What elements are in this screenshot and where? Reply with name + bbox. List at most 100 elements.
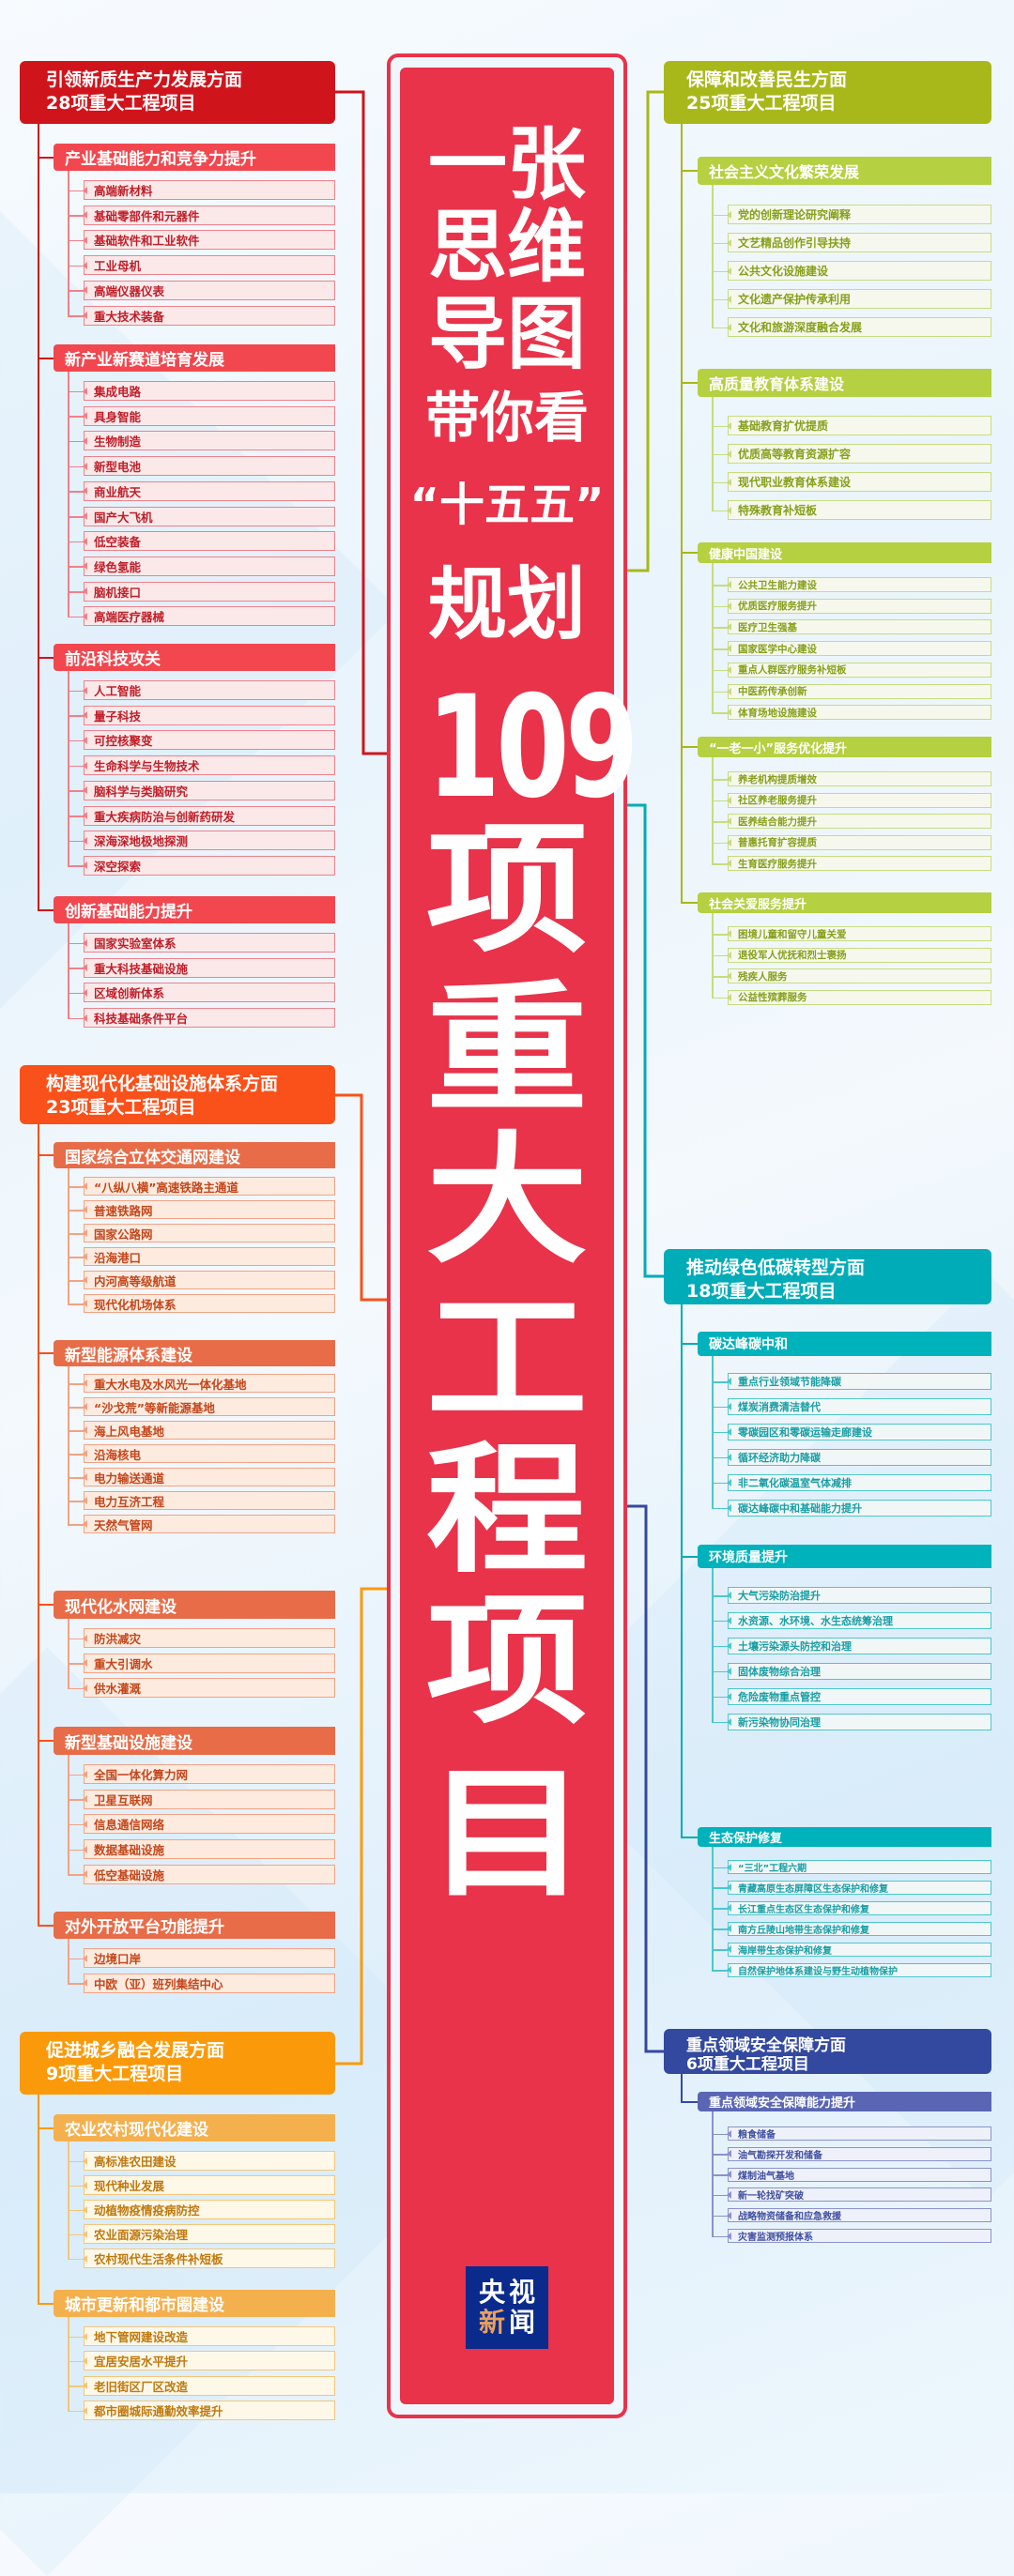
tree-branch — [68, 790, 84, 792]
tree-branch — [68, 1638, 84, 1639]
list-item: 深海深地极地探测 — [83, 831, 335, 851]
tree-branch — [712, 1381, 728, 1383]
section-title: 促进城乡融合发展方面 — [46, 2040, 225, 2061]
list-item: 退役军人优抚和烈士褒扬 — [727, 947, 991, 963]
tree-branch — [681, 382, 698, 384]
tree-branch — [68, 1501, 84, 1502]
list-item: 脑机接口 — [83, 581, 335, 602]
list-item: 残疾人服务 — [727, 968, 991, 984]
tree-branch — [712, 453, 728, 455]
group-header: 社会主义文化繁荣发展 — [698, 157, 991, 185]
list-item: 特殊教育补短板 — [727, 500, 991, 520]
list-item: 重大科技基础设施 — [83, 957, 335, 978]
list-item: “三北”工程六期 — [727, 1860, 991, 1874]
tree-line — [38, 1124, 39, 1926]
list-item: 青藏高原生态屏障区生态保护和修复 — [727, 1880, 991, 1895]
list-item: 生物制造 — [83, 431, 335, 451]
tree-branch — [712, 669, 728, 672]
list-item: 重点行业领域节能降碳 — [727, 1373, 991, 1390]
tree-branch — [68, 566, 84, 568]
tree-branch — [712, 270, 728, 272]
list-item: 煤炭消费清洁替代 — [727, 1397, 991, 1415]
tree-branch — [681, 552, 698, 554]
section-header: 重点领域安全保障方面 6项重大工程项目 — [664, 2029, 991, 2074]
tree-branch — [712, 1970, 728, 1972]
list-item: 社区养老服务提升 — [727, 792, 991, 808]
title-line: 项 — [425, 1580, 589, 1744]
list-item: 现代化机场体系 — [83, 1294, 335, 1313]
group-header: 前沿科技攻关 — [54, 644, 335, 671]
tree-branch — [712, 712, 728, 714]
list-item: 自然保护地体系建设与野生动植物保护 — [727, 1962, 991, 1977]
list-item: 普速铁路网 — [83, 1200, 335, 1219]
list-item: 零碳园区和零碳运输走廊建设 — [727, 1423, 991, 1440]
list-item: 南方丘陵山地带生态保护和修复 — [727, 1921, 991, 1936]
tree-branch — [712, 1431, 728, 1434]
tree-branch — [712, 934, 728, 936]
tree-branch — [68, 315, 84, 317]
tree-branch — [712, 1645, 728, 1648]
tree-branch — [712, 1928, 728, 1930]
tree-branch — [68, 942, 84, 944]
connector-line — [335, 1093, 387, 1302]
tree-branch — [38, 156, 54, 159]
banner-connectors — [335, 90, 664, 2065]
tree-branch — [712, 298, 728, 300]
logo-char: 闻 — [508, 2307, 535, 2338]
tree-branch — [38, 1740, 54, 1742]
tree-branch — [38, 908, 54, 911]
group-header: 生态保护修复 — [698, 1827, 991, 1847]
title-line: “十五五” — [409, 479, 605, 532]
group-header: 社会关爱服务提升 — [698, 892, 991, 913]
tree-branch — [681, 902, 698, 904]
tree-branch — [68, 290, 84, 292]
section-count: 9项重大工程项目 — [46, 2064, 184, 2084]
section-title: 引领新质生产力发展方面 — [46, 69, 243, 90]
connector-line — [335, 90, 387, 755]
list-item: 供水灌溉 — [83, 1678, 335, 1699]
tree-branch — [68, 190, 84, 191]
tree-branch — [712, 800, 728, 802]
list-item: 动植物疫情疫病防控 — [83, 2200, 335, 2219]
tree-branch — [68, 465, 84, 468]
group-header: 新型基础设施建设 — [54, 1727, 335, 1755]
section-header: 促进城乡融合发展方面 9项重大工程项目 — [20, 2032, 335, 2095]
tree-branch — [68, 2336, 84, 2338]
tree-branch — [68, 1430, 84, 1432]
list-item: 基础零部件和元器件 — [83, 205, 335, 225]
tree-branch — [712, 821, 728, 823]
tree-line — [681, 2074, 683, 2102]
tree-branch — [712, 481, 728, 483]
list-item: 人工智能 — [83, 680, 335, 700]
tree-branch — [68, 739, 84, 742]
group-header: 现代化水网建设 — [54, 1591, 335, 1619]
tree-branch — [681, 2100, 698, 2103]
list-item: “八纵八横”高速铁路主通道 — [83, 1177, 335, 1196]
list-item: 文化和旅游深度融合发展 — [727, 317, 991, 337]
list-item: 基础教育扩优提质 — [727, 416, 991, 435]
list-item: 生命科学与生物技术 — [83, 755, 335, 776]
tree-branch — [68, 1774, 84, 1776]
group-header: 新型能源体系建设 — [54, 1340, 335, 1366]
tree-branch — [68, 968, 84, 969]
tree-line — [68, 1168, 69, 1303]
list-item: 新污染物协同治理 — [727, 1713, 991, 1730]
list-item: 战略物资储备和应急救援 — [727, 2208, 991, 2223]
group-header: 创新基础能力提升 — [54, 896, 335, 923]
list-item: 重大引调水 — [83, 1653, 335, 1673]
group-header: 碳达峰碳中和 — [698, 1332, 991, 1356]
tree-line — [68, 1619, 69, 1688]
connector-line — [627, 1504, 664, 2053]
tree-branch — [712, 425, 728, 427]
tree-line — [712, 563, 714, 713]
tree-branch — [68, 765, 84, 768]
list-item: 循环经济助力降碳 — [727, 1448, 991, 1466]
section-count: 28项重大工程项目 — [46, 93, 196, 114]
tree-branch — [68, 2233, 84, 2235]
list-item: 区域创新体系 — [83, 983, 335, 1003]
list-item: 优质高等教育资源扩容 — [727, 444, 991, 464]
tree-branch — [68, 2209, 84, 2211]
tree-branch — [38, 1352, 54, 1354]
tree-line — [68, 1939, 69, 1984]
tree-line — [712, 1356, 714, 1508]
